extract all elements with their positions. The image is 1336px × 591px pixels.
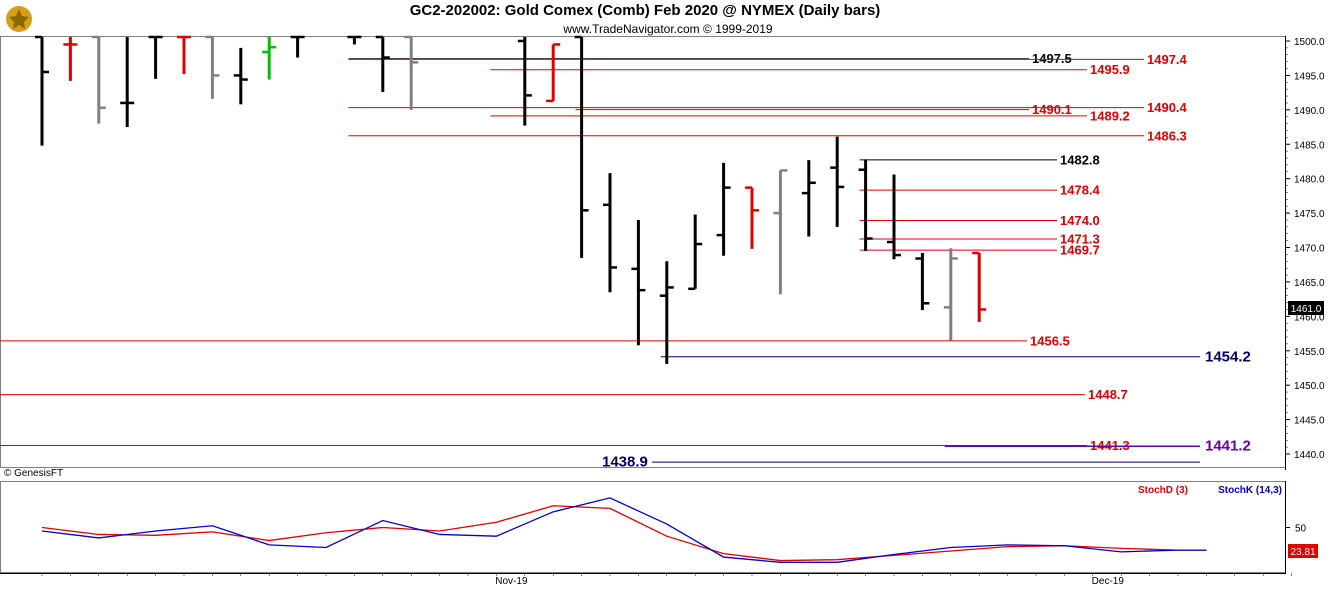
- level-label: 1469.7: [1060, 243, 1100, 258]
- y-tick-label: 1480.0: [1294, 175, 1325, 186]
- tradenavigator-logo-icon: [6, 6, 32, 32]
- ohlc-bar: [148, 35, 163, 79]
- ohlc-bar: [120, 37, 135, 128]
- ohlc-bar: [63, 37, 78, 81]
- level-label: 1497.4: [1147, 52, 1188, 67]
- copyright-label: © GenesisFT: [4, 468, 64, 479]
- last-stoch-marker: 23.81: [1288, 544, 1318, 558]
- ohlc-bar: [35, 35, 49, 146]
- level-label: 1471.3: [1060, 232, 1100, 247]
- y-tick-label: 1490.0: [1294, 106, 1325, 117]
- ohlc-bar: [887, 174, 901, 260]
- ohlc-bar: [659, 261, 674, 364]
- y-tick-label: 1470.0: [1294, 244, 1325, 255]
- ohlc-bar: [262, 37, 277, 80]
- y-tick-label: 1500.0: [1294, 37, 1325, 48]
- ohlc-bar: [603, 173, 617, 293]
- ohlc-bar: [177, 35, 191, 75]
- stoch-series-line: [41, 505, 1207, 562]
- ohlc-bar: [943, 248, 958, 341]
- y-tick-label: 1455.0: [1294, 347, 1325, 358]
- ohlc-bar: [773, 169, 788, 295]
- ohlc-bar: [631, 219, 646, 346]
- level-label: 1495.9: [1090, 62, 1130, 77]
- stochastic-lines: [41, 497, 1207, 563]
- level-label: 1474.0: [1060, 213, 1100, 228]
- ohlc-bar: [688, 214, 703, 291]
- y-tick-label: 1465.0: [1294, 278, 1325, 289]
- legend-stochk: StochK (14,3): [1218, 485, 1282, 496]
- ohlc-bar: [91, 35, 106, 124]
- ohlc-bar: [290, 35, 305, 58]
- ohlc-bar: [546, 43, 561, 103]
- ohlc-bar: [830, 136, 845, 227]
- legend-stochd: StochD (3): [1138, 485, 1188, 496]
- ohlc-bar: [347, 35, 362, 45]
- ohlc-bar: [517, 37, 532, 126]
- y-tick-label: 1460.0: [1294, 312, 1325, 323]
- ohlc-bar: [745, 186, 759, 249]
- level-label: 1489.2: [1090, 108, 1130, 123]
- level-label: 1497.5: [1032, 51, 1072, 66]
- last-price-marker: 1461.0: [1288, 301, 1324, 315]
- ohlc-bar: [915, 253, 930, 311]
- stoch-tick-label: 50: [1295, 524, 1307, 535]
- last-stoch-label: 23.81: [1290, 547, 1315, 558]
- price-levels: 1497.5 1497.4 1495.9 1490.4 1490.1 1489.2 1486…: [0, 51, 1251, 471]
- level-label: 1456.5: [1030, 333, 1070, 348]
- level-label: 1486.3: [1147, 128, 1187, 143]
- level-label: 1482.8: [1060, 152, 1100, 167]
- stochastic-axis: 50: [1285, 524, 1307, 535]
- ohlc-bar: [858, 159, 873, 251]
- y-tick-label: 1475.0: [1294, 209, 1325, 220]
- ohlc-bar: [404, 35, 419, 110]
- level-label: 1490.1: [1032, 102, 1072, 117]
- level-label: 1441.2: [1205, 438, 1251, 455]
- ohlc-bar: [375, 35, 390, 92]
- y-tick-label: 1485.0: [1294, 140, 1325, 151]
- ohlc-bar: [205, 35, 220, 99]
- y-tick-label: 1445.0: [1294, 416, 1325, 427]
- time-axis: Nov-19 Dec-19: [41, 573, 1292, 587]
- level-label: 1454.2: [1205, 348, 1251, 365]
- price-axis: 1440.0 1445.0 1450.0 1455.0 1460.0 1465.0 1470…: [1285, 37, 1325, 461]
- ohlc-bar: [716, 162, 731, 256]
- level-label: 1478.4: [1060, 183, 1101, 198]
- level-label: 1490.4: [1147, 100, 1188, 115]
- price-pane: [0, 36, 1286, 468]
- y-tick-label: 1495.0: [1294, 71, 1325, 82]
- y-tick-label: 1440.0: [1294, 450, 1325, 461]
- ohlc-bars: [35, 35, 987, 364]
- chart-title: GC2-202002: Gold Comex (Comb) Feb 2020 @…: [409, 2, 881, 19]
- y-tick-label: 1450.0: [1294, 381, 1325, 392]
- ohlc-bar: [801, 160, 816, 237]
- x-tick-label: Nov-19: [495, 576, 528, 587]
- chart-subtitle: www.TradeNavigator.com © 1999-2019: [563, 22, 773, 36]
- x-tick-label: Dec-19: [1092, 576, 1125, 587]
- ohlc-bar: [574, 35, 589, 258]
- level-label: 1438.9: [602, 454, 648, 471]
- level-label: 1448.7: [1088, 387, 1128, 402]
- ohlc-bar: [972, 251, 987, 322]
- ohlc-bar: [233, 47, 248, 105]
- stoch-series-line: [41, 497, 1207, 563]
- last-price-label: 1461.0: [1291, 304, 1322, 315]
